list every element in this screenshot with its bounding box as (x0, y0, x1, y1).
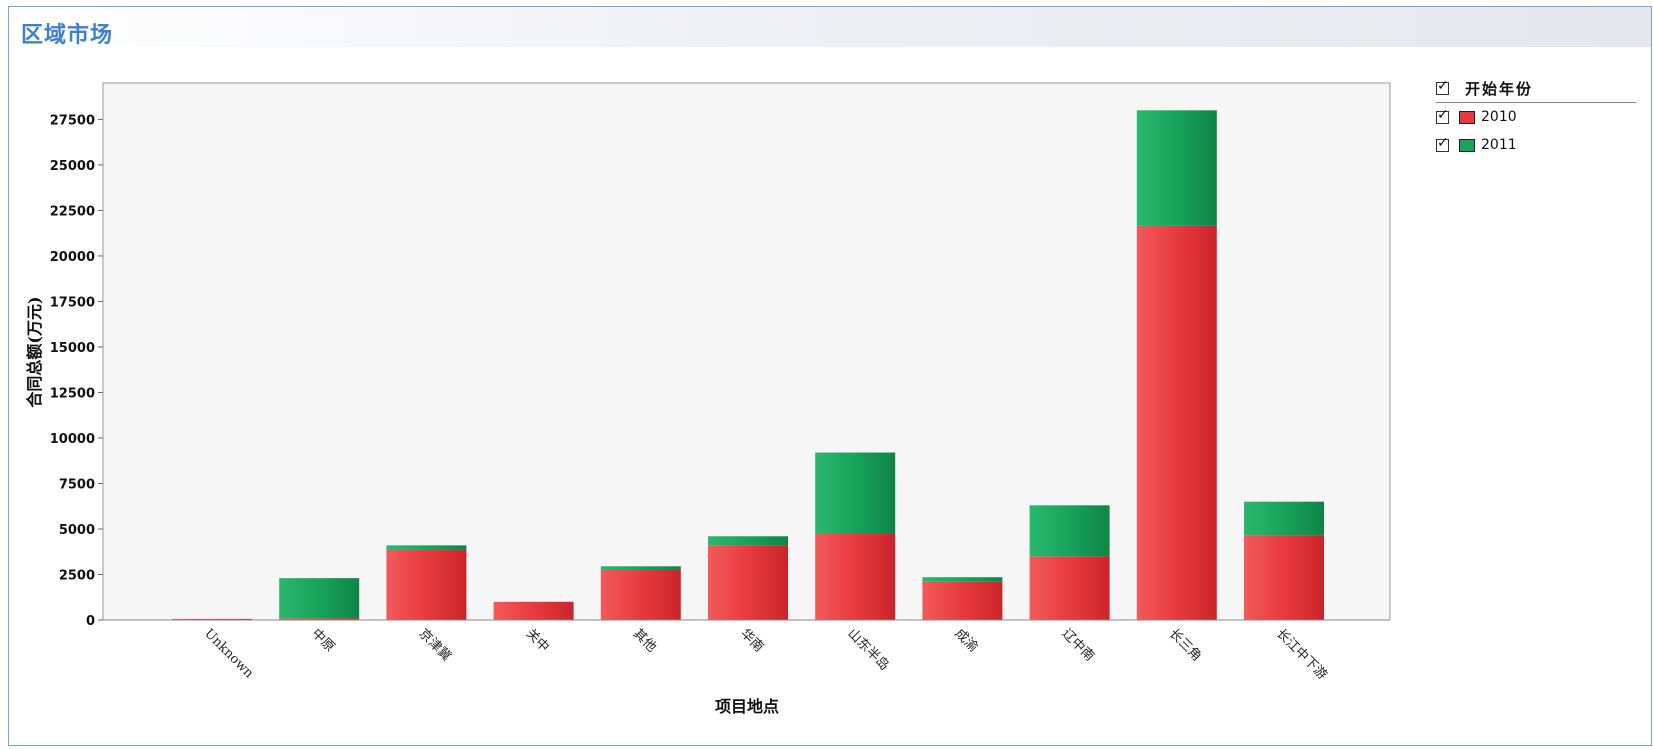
y-tick-label: 5000 (59, 523, 95, 538)
checkbox-icon[interactable] (1436, 107, 1449, 124)
checkbox-icon[interactable] (1436, 78, 1449, 95)
x-tick-label: 山东半岛 (844, 626, 892, 674)
y-axis-title: 合同总额(万元) (25, 296, 44, 407)
x-tick-label: 长三角 (1166, 626, 1204, 664)
bar-segment-2010[interactable] (386, 549, 467, 620)
x-axis-title: 项目地点 (715, 697, 779, 716)
x-tick-label: Unknown (201, 626, 257, 682)
bar-segment-2010[interactable] (1244, 535, 1324, 620)
x-tick-label: 华南 (737, 626, 767, 656)
y-tick-label: 7500 (59, 477, 95, 492)
bar-series (172, 110, 1324, 620)
x-tick-label: 关中 (523, 626, 552, 655)
bar-segment-2011[interactable] (600, 566, 681, 570)
bar-segment-2010[interactable] (922, 581, 1003, 620)
y-axis: 0 2500 5000 7500 10000 12500 15000 17500 20000 22… (50, 113, 103, 629)
legend-label: 2011 (1481, 137, 1517, 153)
bar-segment-2011[interactable] (1244, 501, 1324, 536)
y-tick-label: 27500 (50, 113, 95, 128)
bar-segment-2010[interactable] (1029, 556, 1110, 620)
bar-segment-2011[interactable] (815, 452, 896, 534)
y-tick-label: 10000 (50, 432, 95, 447)
legend-swatch (1459, 138, 1475, 152)
bar-segment-2011[interactable] (708, 536, 788, 546)
bar-segment-2011[interactable] (1029, 505, 1110, 557)
page-title: 区域市场 (21, 23, 114, 48)
x-tick-label: 中原 (308, 626, 337, 655)
x-tick-label: 京津冀 (416, 626, 455, 665)
y-tick-label: 22500 (50, 204, 95, 219)
bar-segment-2011[interactable] (279, 578, 360, 619)
bar-segment-2011[interactable] (386, 545, 467, 550)
y-tick-label: 0 (86, 614, 95, 629)
y-tick-label: 2500 (59, 568, 95, 583)
legend-title: 开始年份 (1465, 79, 1534, 98)
x-tick-label: 成渝 (952, 626, 982, 656)
bar-segment-2010[interactable] (1136, 225, 1217, 620)
x-tick-label: 长江中下游 (1273, 626, 1330, 683)
x-axis: Unknown 中原 京津冀 关中 其他 华南 山东半岛 成渝 辽中南 长三角 长江中下游 (103, 619, 1390, 683)
x-tick-label: 其他 (630, 626, 659, 655)
legend-swatch (1459, 110, 1475, 124)
y-tick-label: 12500 (50, 386, 95, 401)
bar-segment-2010[interactable] (815, 533, 896, 620)
checkbox-icon[interactable] (1436, 135, 1449, 152)
legend-item-2011[interactable]: 2011 (1436, 131, 1650, 159)
bar-segment-2011[interactable] (1136, 110, 1217, 226)
y-tick-label: 17500 (50, 295, 95, 310)
bar-segment-2010[interactable] (172, 618, 252, 620)
legend: 开始年份 2010 2011 (1436, 74, 1650, 159)
bar-segment-2010[interactable] (493, 601, 574, 620)
y-tick-label: 25000 (50, 159, 95, 174)
bar-segment-2010[interactable] (279, 618, 360, 620)
legend-label: 2010 (1481, 109, 1517, 125)
bar-segment-2011[interactable] (922, 577, 1003, 582)
legend-item-2010[interactable]: 2010 (1436, 103, 1650, 131)
y-tick-label: 15000 (50, 341, 95, 356)
x-tick-label: 辽中南 (1059, 626, 1098, 665)
bar-segment-2010[interactable] (600, 569, 681, 620)
legend-header[interactable]: 开始年份 (1436, 74, 1636, 103)
bar-segment-2010[interactable] (708, 545, 788, 620)
y-tick-label: 20000 (50, 250, 95, 265)
panel-title-bar: 区域市场 (9, 7, 1651, 48)
